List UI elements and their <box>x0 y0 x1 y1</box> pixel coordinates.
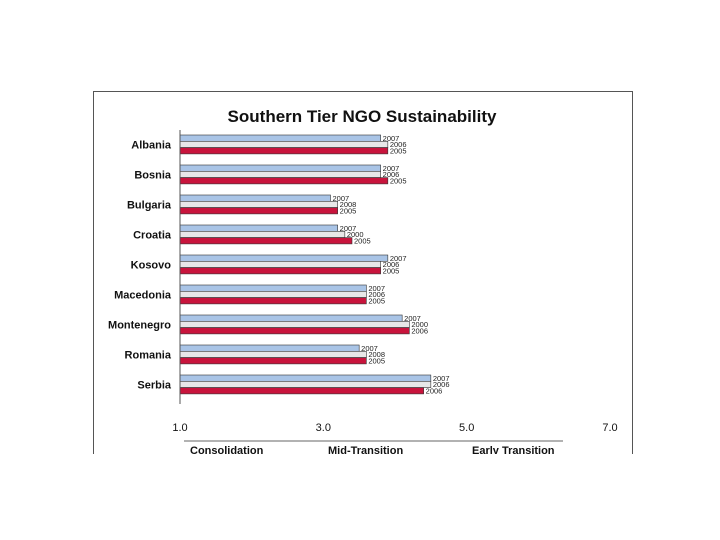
bar-value-label: 2008 <box>368 350 385 359</box>
bar-value-label: 2005 <box>390 176 407 185</box>
bar-2006-montenegro <box>179 321 410 328</box>
x-axis: 1.0 3.0 5.0 7.0 <box>172 130 618 434</box>
transition-bands: Consolidation Mid-Transition Early Transit… <box>184 440 563 454</box>
bar-2007-romania <box>179 344 360 352</box>
band-label-mid-transition: Mid-Transition <box>328 445 403 454</box>
category-label: Romania <box>125 349 172 361</box>
bar-2005-croatia <box>179 237 353 245</box>
bar-value-label: 2007 <box>340 224 357 233</box>
bar-2006-croatia <box>179 231 346 238</box>
bar-value-label: 2006 <box>433 380 450 389</box>
bar-2005-kosovo <box>179 267 381 275</box>
bar-2005-bulgaria <box>179 207 338 215</box>
bar-value-label: 2007 <box>383 134 400 143</box>
bar-value-label: 2005 <box>354 236 371 245</box>
category-label: Kosovo <box>131 259 172 271</box>
bar-2007-bosnia <box>179 164 381 172</box>
bar-value-label: 2005 <box>390 146 407 155</box>
bar-2007-kosovo <box>179 254 389 262</box>
x-tick-label: 5.0 <box>459 422 474 434</box>
band-label-consolidation: Consolidation <box>190 445 264 454</box>
bar-value-label: 2006 <box>426 386 443 395</box>
x-tick-label: 1.0 <box>172 422 187 434</box>
bar-2005-serbia <box>179 387 424 395</box>
bar-2007-serbia <box>179 374 432 382</box>
bar-2006-macedonia <box>179 291 367 298</box>
bar-value-label: 2007 <box>383 164 400 173</box>
bar-2005-albania <box>179 147 389 155</box>
bar-2007-montenegro <box>179 314 403 322</box>
bar-value-label: 2007 <box>390 254 407 263</box>
category-label: Montenegro <box>108 319 171 331</box>
bar-value-label: 2005 <box>383 266 400 275</box>
bar-labels-group: 2007200620052007200620052007200820052007… <box>333 134 450 396</box>
category-label: Serbia <box>137 379 172 391</box>
bar-value-label: 2000 <box>347 230 364 239</box>
bar-2007-albania <box>179 134 381 142</box>
bar-2006-serbia <box>179 380 432 388</box>
bar-value-label: 2007 <box>333 194 350 203</box>
ngo-sustainability-chart: Southern Tier NGO Sustainability Albania… <box>108 107 618 454</box>
bar-2006-bosnia <box>179 171 381 178</box>
bar-2005-macedonia <box>179 297 367 305</box>
bar-2005-romania <box>179 357 367 365</box>
category-labels: Albania Bosnia Bulgaria Croatia Kosovo Macedo… <box>108 139 172 391</box>
bar-2006-kosovo <box>179 261 381 268</box>
bar-2007-bulgaria <box>179 194 331 202</box>
x-tick-label: 3.0 <box>316 422 331 434</box>
bar-2005-bosnia <box>179 177 389 185</box>
bar-2006-bulgaria <box>179 201 338 208</box>
bar-value-label: 2006 <box>390 140 407 149</box>
bar-value-label: 2007 <box>368 284 385 293</box>
bar-value-label: 2006 <box>411 326 428 335</box>
bar-2006-albania <box>179 140 389 148</box>
bar-value-label: 2000 <box>411 320 428 329</box>
bar-value-label: 2006 <box>368 290 385 299</box>
bars-group <box>179 134 432 395</box>
bar-2007-croatia <box>179 224 338 232</box>
bar-2006-romania <box>179 350 367 358</box>
bar-value-label: 2005 <box>368 296 385 305</box>
category-label: Albania <box>131 139 172 151</box>
bar-value-label: 2006 <box>383 170 400 179</box>
bar-value-label: 2007 <box>433 374 450 383</box>
bar-2005-montenegro <box>179 327 410 335</box>
band-label-early-transition: Early Transition <box>472 445 555 454</box>
bar-value-label: 2006 <box>383 260 400 269</box>
bar-value-label: 2008 <box>340 200 357 209</box>
category-label: Croatia <box>133 229 172 241</box>
bar-2007-macedonia <box>179 284 367 292</box>
bar-value-label: 2007 <box>404 314 421 323</box>
bar-value-label: 2007 <box>361 344 378 353</box>
category-label: Bulgaria <box>127 199 172 211</box>
chart-title: Southern Tier NGO Sustainability <box>228 107 497 126</box>
category-label: Bosnia <box>134 169 172 181</box>
category-label: Macedonia <box>114 289 172 301</box>
x-tick-label: 7.0 <box>602 422 617 434</box>
bar-value-label: 2005 <box>368 356 385 365</box>
chart-frame: Southern Tier NGO Sustainability Albania… <box>93 91 633 454</box>
bar-value-label: 2005 <box>340 206 357 215</box>
